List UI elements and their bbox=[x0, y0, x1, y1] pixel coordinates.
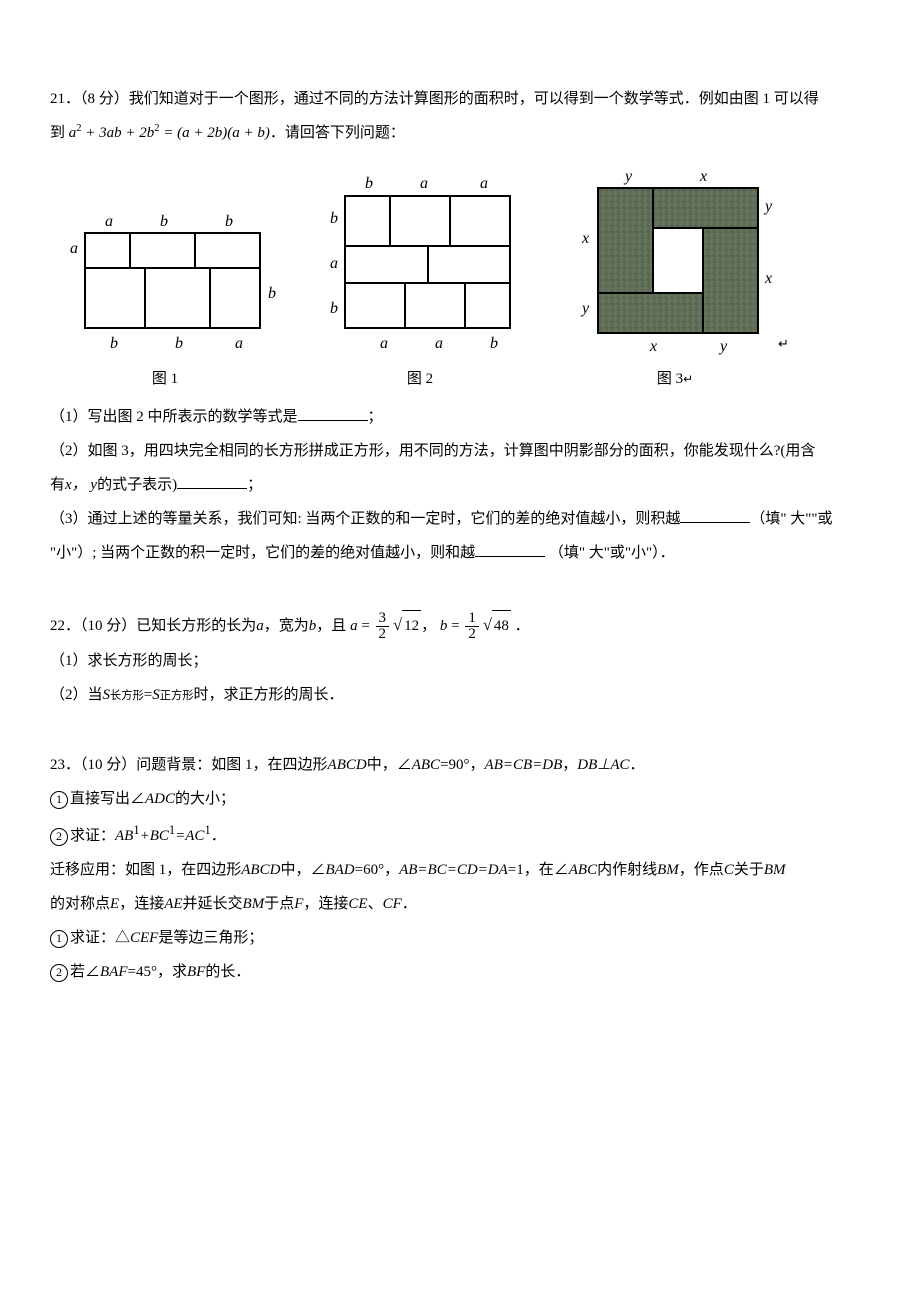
q21-formula: a2 + 3ab + 2b2 = (a + 2b)(a + b) bbox=[69, 125, 270, 141]
figure-2-label: 图 2 bbox=[407, 364, 433, 394]
circled-1-icon: 1 bbox=[50, 930, 68, 948]
fig3-top-x: x bbox=[699, 168, 707, 185]
q22-b-sqrt: 48 bbox=[481, 608, 511, 641]
q21-sub1: （1）写出图 2 中所表示的数学等式是； bbox=[50, 402, 870, 432]
q23-pyth: AB1+BC1=AC1 bbox=[115, 828, 211, 844]
fig3-bot-y: y bbox=[718, 338, 728, 355]
q21-sub2-line1: （2）如图 3，用四块完全相同的长方形拼成正方形，用不同的方法，计算图中阴影部分… bbox=[50, 436, 870, 466]
problem-21: 21．（8 分）我们知道对于一个图形，通过不同的方法计算图形的面积时，可以得到一… bbox=[50, 84, 870, 568]
fig2-left-b1: b bbox=[330, 210, 338, 227]
q22-a-frac: 32 bbox=[376, 611, 390, 642]
fig1-bot-a: a bbox=[235, 335, 243, 352]
fig3-left-y: y bbox=[580, 300, 590, 317]
blank[interactable] bbox=[475, 541, 545, 557]
q21-sub2-line2: 有x， y的式子表示)； bbox=[50, 470, 870, 500]
fig3-top-y: y bbox=[623, 168, 633, 185]
circled-2-icon: 2 bbox=[50, 828, 68, 846]
fig3-right-y: y bbox=[763, 198, 773, 215]
q22-a-sqrt: 12 bbox=[391, 608, 421, 641]
circled-2-icon: 2 bbox=[50, 964, 68, 982]
q22-sub2: （2）当S长方形=S正方形时，求正方形的周长． bbox=[50, 680, 870, 710]
figure-2-svg: b a a b a b a a b bbox=[310, 168, 530, 358]
q23-line7: 2若∠BAF=45°，求BF的长． bbox=[50, 957, 870, 987]
figure-1-label: 图 1 bbox=[152, 364, 178, 394]
q23-line4: 迁移应用：如图 1，在四边形ABCD中，∠BAD=60°，AB=BC=CD=DA… bbox=[50, 855, 870, 885]
fig3-bot-x: x bbox=[649, 338, 657, 355]
fig2-left-b2: b bbox=[330, 300, 338, 317]
figure-3-block: y x y x x y x y ↵ bbox=[560, 163, 790, 394]
fig3-right-x: x bbox=[764, 270, 772, 287]
fig1-bot-b1: b bbox=[110, 335, 118, 352]
fig1-left-a: a bbox=[70, 240, 78, 257]
fig1-top-b2: b bbox=[225, 213, 233, 230]
q23-line3: 2求证：AB1+BC1=AC1． bbox=[50, 818, 870, 851]
blank[interactable] bbox=[177, 473, 247, 489]
fig3-arrow: ↵ bbox=[778, 336, 789, 351]
q23-line6: 1求证：△CEF是等边三角形； bbox=[50, 923, 870, 953]
problem-22: 22．（10 分）已知长方形的长为a，宽为b，且 a = 3212， b = 1… bbox=[50, 608, 870, 710]
q21-intro-line1: 21．（8 分）我们知道对于一个图形，通过不同的方法计算图形的面积时，可以得到一… bbox=[50, 84, 870, 114]
fig2-bot-a1: a bbox=[380, 335, 388, 352]
fig3-left-x: x bbox=[581, 230, 589, 247]
fig2-top-b: b bbox=[365, 175, 373, 192]
fig2-left-a: a bbox=[330, 255, 338, 272]
blank[interactable] bbox=[680, 507, 750, 523]
q22-intro: 22．（10 分）已知长方形的长为a，宽为b，且 a = 3212， b = 1… bbox=[50, 608, 870, 642]
q22-number: 22．（10 分） bbox=[50, 618, 136, 634]
fig2-bot-b: b bbox=[490, 335, 498, 352]
fig1-top-b1: b bbox=[160, 213, 168, 230]
problem-23: 23．（10 分）问题背景：如图 1，在四边形ABCD中，∠ABC=90°，AB… bbox=[50, 750, 870, 987]
figure-1-svg: a b b a b b b a bbox=[50, 198, 280, 358]
blank[interactable] bbox=[298, 405, 368, 421]
figure-2-block: b a a b a b a a b bbox=[310, 168, 530, 394]
fig1-bot-b2: b bbox=[175, 335, 183, 352]
q22-sub1: （1）求长方形的周长； bbox=[50, 646, 870, 676]
fig1-top-a: a bbox=[105, 213, 113, 230]
q21-figure-row: a b b a b b b a 图 1 bbox=[50, 163, 870, 394]
q23-line1: 23．（10 分）问题背景：如图 1，在四边形ABCD中，∠ABC=90°，AB… bbox=[50, 750, 870, 780]
circled-1-icon: 1 bbox=[50, 791, 68, 809]
q23-line2: 1直接写出∠ADC的大小； bbox=[50, 784, 870, 814]
fig2-bot-a2: a bbox=[435, 335, 443, 352]
q21-number: 21．（8 分） bbox=[50, 91, 129, 107]
q23-number: 23．（10 分） bbox=[50, 757, 136, 773]
fig2-top-a1: a bbox=[420, 175, 428, 192]
q21-sub3-line1: （3）通过上述的等量关系，我们可知: 当两个正数的和一定时，它们的差的绝对值越小… bbox=[50, 504, 870, 534]
fig2-top-a2: a bbox=[480, 175, 488, 192]
q21-sub3-line2: "小"）; 当两个正数的积一定时，它们的差的绝对值越小，则和越 （填" 大"或"… bbox=[50, 538, 870, 568]
q23-line5: 的对称点E，连接AE并延长交BM于点F，连接CE、CF． bbox=[50, 889, 870, 919]
figure-3-label: 图 3↵ bbox=[657, 364, 693, 394]
figure-1-block: a b b a b b b a 图 1 bbox=[50, 198, 280, 394]
fig1-right-b: b bbox=[268, 285, 276, 302]
q22-b-frac: 12 bbox=[465, 611, 479, 642]
q21-intro-line2: 到 a2 + 3ab + 2b2 = (a + 2b)(a + b)．请回答下列… bbox=[50, 118, 870, 148]
figure-3-svg: y x y x x y x y ↵ bbox=[560, 163, 790, 358]
